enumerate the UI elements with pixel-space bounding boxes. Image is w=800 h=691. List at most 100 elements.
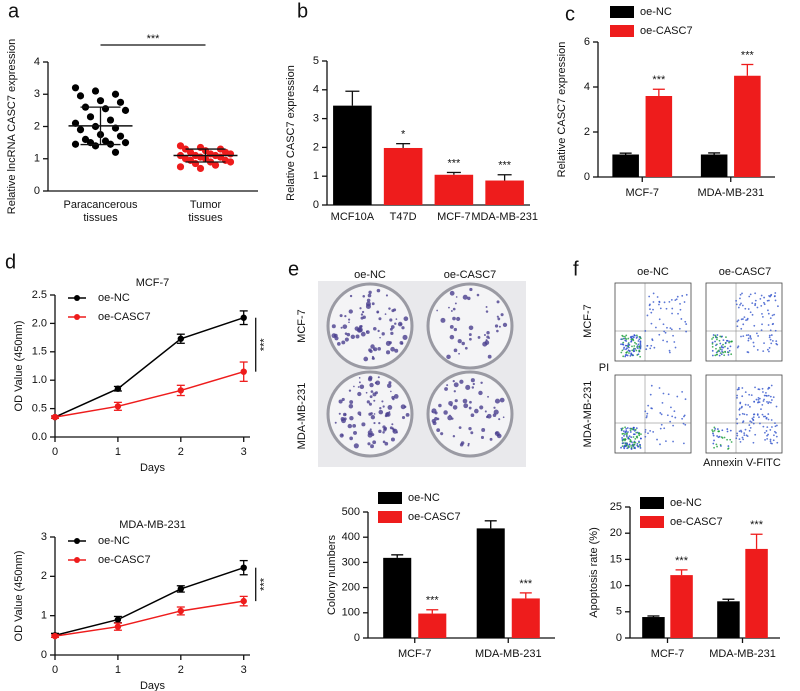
event	[652, 301, 655, 303]
event	[770, 384, 773, 387]
colony	[483, 333, 486, 337]
x-tick-label: 2	[178, 664, 184, 676]
colony	[436, 428, 441, 432]
event	[752, 419, 755, 422]
event	[646, 344, 649, 347]
event	[633, 430, 636, 432]
axis-label: PI	[599, 362, 609, 374]
event	[745, 334, 748, 337]
event	[722, 346, 725, 349]
event	[754, 299, 757, 302]
event	[766, 348, 769, 351]
event	[652, 308, 654, 311]
event	[684, 423, 687, 426]
event	[752, 413, 755, 416]
x-tick-label: MDA-MB-231	[475, 648, 542, 660]
colony	[363, 356, 369, 362]
data-point	[106, 116, 115, 124]
data-point	[101, 105, 110, 113]
bar	[642, 617, 665, 638]
event	[739, 303, 741, 306]
colony	[372, 357, 375, 360]
colony	[367, 293, 372, 298]
event	[666, 340, 668, 343]
event	[761, 403, 764, 406]
event	[625, 340, 628, 342]
flow-plot	[614, 374, 692, 454]
bar	[645, 96, 673, 177]
colony	[450, 310, 453, 312]
colony	[493, 409, 499, 415]
event	[770, 342, 773, 345]
colony	[456, 316, 461, 322]
colony	[498, 418, 501, 421]
event	[728, 340, 731, 343]
event	[767, 388, 769, 390]
colony	[485, 305, 488, 308]
event	[652, 431, 655, 433]
x-tick-label: 0	[52, 446, 58, 458]
x-tick-label: Paracancerous tissues	[64, 199, 138, 224]
event	[667, 393, 670, 396]
event	[671, 415, 674, 418]
colony	[346, 332, 351, 337]
colony	[340, 326, 343, 329]
colony	[372, 440, 377, 445]
event	[632, 336, 635, 339]
data-point	[76, 92, 85, 100]
bar	[383, 147, 423, 205]
event	[770, 419, 773, 421]
y-tick-label: 500	[342, 506, 360, 518]
colony	[449, 290, 455, 296]
data-point	[226, 150, 235, 158]
x-tick-label: T47D	[390, 211, 417, 223]
event	[713, 446, 715, 449]
event	[630, 440, 632, 443]
colony	[366, 400, 370, 404]
chart-title: MDA-MB-231	[119, 519, 186, 531]
y-tick-label: 0.0	[32, 431, 47, 443]
event	[636, 442, 639, 445]
event	[622, 438, 625, 441]
event	[745, 319, 747, 322]
event	[629, 431, 632, 433]
event	[718, 430, 721, 433]
legend-label: oe-NC	[670, 497, 702, 509]
significance: ***	[259, 577, 271, 591]
event	[721, 335, 723, 338]
colony	[331, 324, 336, 329]
event	[621, 437, 623, 439]
colony	[342, 324, 348, 329]
colony	[370, 412, 373, 415]
legend-swatch	[610, 25, 634, 37]
chart: 0 100 200 300 400 500 Colony numbers MCF-7 *** MD…	[326, 492, 555, 660]
event	[665, 440, 667, 443]
event	[623, 335, 626, 338]
event	[620, 343, 622, 346]
y-tick-label: 0	[34, 185, 40, 197]
y-tick-label: 2	[41, 570, 47, 582]
event	[724, 342, 727, 345]
colony	[487, 395, 489, 398]
colony	[476, 293, 480, 297]
event	[725, 339, 728, 342]
colony	[502, 322, 508, 328]
colony	[368, 375, 373, 380]
legend-swatch	[74, 295, 80, 301]
event	[765, 394, 767, 397]
event	[644, 435, 647, 438]
event	[626, 432, 628, 435]
event	[760, 408, 762, 411]
event	[723, 354, 726, 357]
event	[636, 347, 639, 350]
event	[721, 346, 723, 349]
event	[739, 297, 741, 300]
colony	[472, 382, 475, 386]
chart: a 0 1 2 3 4 Relative lncRNA CASC7 expression Pa…	[6, 0, 258, 224]
event	[634, 447, 636, 450]
event	[671, 312, 673, 315]
event	[682, 442, 685, 445]
event	[632, 354, 635, 357]
colony	[366, 330, 368, 333]
x-tick-label: MCF-7	[625, 187, 659, 199]
